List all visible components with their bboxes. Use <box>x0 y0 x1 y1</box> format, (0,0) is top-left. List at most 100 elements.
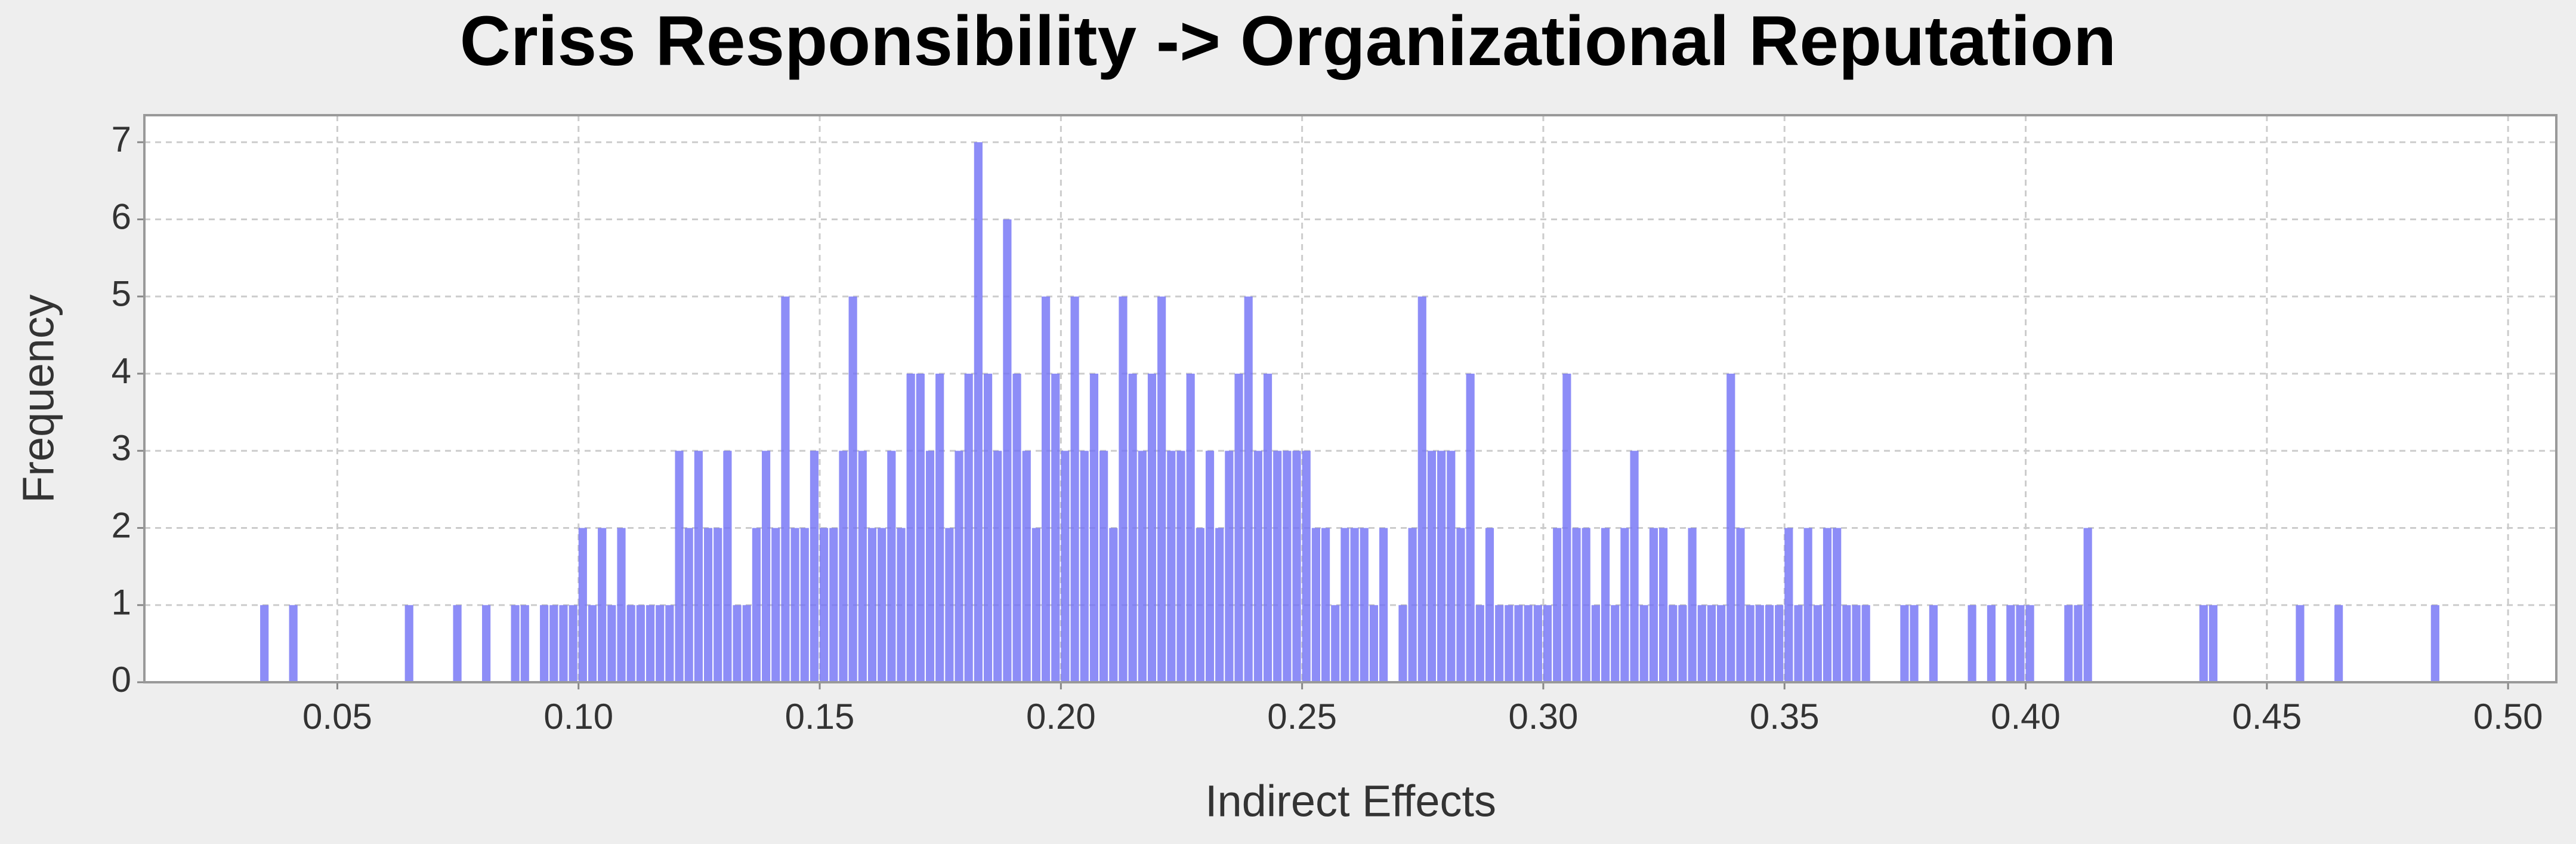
histogram-bar <box>482 605 491 682</box>
histogram-bar <box>2334 605 2343 682</box>
histogram-bar <box>289 605 298 682</box>
histogram-bar <box>2016 605 2025 682</box>
histogram-bar <box>1205 451 1215 682</box>
histogram-bar <box>1456 528 1465 682</box>
y-tick-label: 6 <box>112 196 131 236</box>
x-tick-label: 0.15 <box>785 697 855 737</box>
histogram-bar <box>1244 296 1253 683</box>
histogram-bar <box>1910 605 1919 682</box>
x-tick-label: 0.50 <box>2473 697 2543 737</box>
histogram-bar <box>578 528 587 682</box>
histogram-bar <box>1466 373 1475 682</box>
histogram-bar <box>2025 605 2034 682</box>
histogram-bar <box>1794 605 1803 682</box>
y-tick-label: 3 <box>112 428 131 468</box>
histogram-bar <box>1775 605 1784 682</box>
histogram-bar <box>1292 451 1301 682</box>
histogram-bar <box>1225 451 1234 682</box>
histogram-bar <box>1051 373 1060 682</box>
histogram-bar <box>1582 528 1590 682</box>
histogram-bar <box>1099 451 1108 682</box>
histogram-bar <box>1031 528 1040 682</box>
histogram-bar <box>1128 373 1137 682</box>
histogram-bar <box>1649 528 1658 682</box>
histogram-bar <box>1620 528 1629 682</box>
x-tick-label: 0.45 <box>2232 697 2302 737</box>
histogram-bar <box>665 605 674 682</box>
histogram-bar <box>684 528 693 682</box>
histogram-bar <box>1861 605 1870 682</box>
histogram-bar <box>1833 528 1842 682</box>
histogram-bar <box>1360 528 1369 682</box>
histogram-bar <box>1437 451 1446 682</box>
histogram-bar <box>1012 373 1021 682</box>
histogram-bar <box>1688 528 1697 682</box>
histogram-bar <box>1475 605 1484 682</box>
histogram-bar <box>723 451 732 682</box>
histogram-bar <box>1234 373 1243 682</box>
y-tick-label: 2 <box>112 505 131 545</box>
histogram-bar <box>1311 528 1320 682</box>
histogram-bar <box>1379 528 1388 682</box>
histogram-bar <box>1263 373 1272 682</box>
histogram-bar <box>1119 296 1128 683</box>
histogram-bar <box>1447 451 1456 682</box>
histogram-bar <box>1157 296 1166 683</box>
histogram-bar <box>1967 605 1976 682</box>
histogram-bar <box>2430 605 2439 682</box>
histogram-bar <box>1678 605 1687 682</box>
histogram-bar <box>1630 451 1639 682</box>
histogram-bar <box>964 373 973 682</box>
histogram-bar <box>404 605 413 682</box>
histogram-bar <box>1707 605 1716 682</box>
histogram-bar <box>1070 296 1079 683</box>
histogram-bar <box>1495 605 1504 682</box>
x-tick-label: 0.30 <box>1509 697 1579 737</box>
plot-border <box>143 114 2558 683</box>
y-axis-label: Frequency <box>14 294 63 503</box>
histogram-bar <box>1900 605 1909 682</box>
histogram-bar <box>559 605 568 682</box>
histogram-bar <box>694 451 703 682</box>
histogram-bar <box>1659 528 1668 682</box>
y-tick-label: 0 <box>112 660 131 700</box>
histogram-bar <box>1147 373 1157 682</box>
histogram-bar <box>916 373 925 682</box>
histogram-bar <box>1755 605 1764 682</box>
histogram-bar <box>1505 605 1514 682</box>
histogram-bar <box>742 605 751 682</box>
histogram-bar <box>2074 605 2083 682</box>
histogram-bar <box>800 528 809 682</box>
histogram-bar <box>1726 373 1735 682</box>
histogram-bar <box>1350 528 1359 682</box>
y-tick-label: 1 <box>112 583 131 623</box>
histogram-bar <box>1553 528 1562 682</box>
histogram-bar <box>2064 605 2073 682</box>
histogram-bar <box>1003 219 1012 682</box>
histogram-bar <box>1784 528 1793 682</box>
histogram-bar <box>790 528 799 682</box>
histogram-bar <box>1514 605 1523 682</box>
histogram-bar <box>656 605 665 682</box>
histogram-bar <box>1591 605 1600 682</box>
histogram-bar <box>839 451 848 682</box>
x-tick-label: 0.10 <box>543 697 613 737</box>
histogram-bar <box>1717 605 1726 682</box>
histogram-bar <box>511 605 520 682</box>
histogram-bar <box>1929 605 1938 682</box>
histogram-bar <box>1138 451 1147 682</box>
histogram-bar <box>588 605 597 682</box>
histogram-bar <box>520 605 529 682</box>
histogram-bar <box>645 605 655 682</box>
y-tick-label: 5 <box>112 274 131 314</box>
histogram-bar <box>810 451 819 682</box>
histogram-bar <box>1697 605 1706 682</box>
histogram-bar <box>781 296 790 683</box>
histogram-bar <box>1852 605 1861 682</box>
x-axis-label: Indirect Effects <box>1205 777 1496 826</box>
histogram-bar <box>1842 605 1851 682</box>
histogram-bar <box>1340 528 1349 682</box>
histogram-bar <box>878 528 887 682</box>
histogram-bar <box>820 528 829 682</box>
